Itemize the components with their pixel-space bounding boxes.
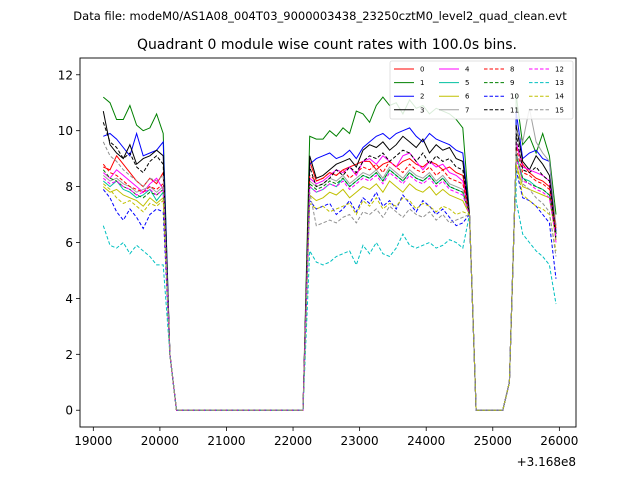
legend-label-1: 1 xyxy=(420,79,424,87)
legend-label-10: 10 xyxy=(510,93,519,101)
legend-label-14: 14 xyxy=(555,93,564,101)
y-tick-label: 12 xyxy=(58,68,73,82)
legend-label-6: 6 xyxy=(465,93,470,101)
legend-label-12: 12 xyxy=(555,66,564,74)
x-tick-label: 25000 xyxy=(474,434,512,448)
series-line-15 xyxy=(102,141,557,411)
legend-label-11: 11 xyxy=(510,106,519,114)
legend-label-0: 0 xyxy=(420,66,424,74)
legend-label-15: 15 xyxy=(555,106,564,114)
legend-label-5: 5 xyxy=(465,79,469,87)
axes-layer: 19000 20000 21000 22000 23000 24000 25000 26000… xyxy=(58,68,579,448)
legend-label-9: 9 xyxy=(510,79,514,87)
y-tick-label: 2 xyxy=(65,348,73,362)
x-tick-label: 19000 xyxy=(74,434,112,448)
legend-label-3: 3 xyxy=(420,106,424,114)
y-tick-label: 4 xyxy=(65,292,73,306)
y-tick-label: 0 xyxy=(65,404,73,418)
data-file-label: Data file: modeM0/AS1A08_004T03_90000034… xyxy=(73,9,567,23)
y-tick-label: 8 xyxy=(65,180,73,194)
legend-label-4: 4 xyxy=(465,66,470,74)
y-tick-label: 10 xyxy=(58,124,73,138)
y-tick-label: 6 xyxy=(65,236,73,250)
x-tick-label: 24000 xyxy=(407,434,445,448)
legend-label-7: 7 xyxy=(465,106,469,114)
x-tick-label: 22000 xyxy=(274,434,312,448)
legend-label-13: 13 xyxy=(555,79,564,87)
series-layer xyxy=(102,94,557,411)
legend-frame xyxy=(389,60,574,120)
x-tick-label: 23000 xyxy=(341,434,379,448)
x-tick-label: 26000 xyxy=(540,434,578,448)
x-tick-label: 21000 xyxy=(207,434,245,448)
chart-title: Quadrant 0 module wise count rates with … xyxy=(137,37,517,53)
legend-label-2: 2 xyxy=(420,93,424,101)
legend-label-8: 8 xyxy=(510,66,514,74)
x-tick-label: 20000 xyxy=(141,434,179,448)
x-offset-label: +3.168e8 xyxy=(517,455,576,469)
